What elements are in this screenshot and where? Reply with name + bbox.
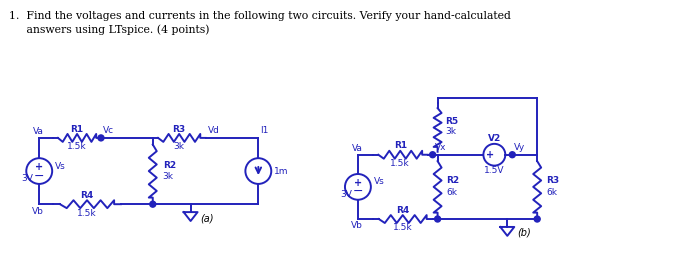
Text: 1.  Find the voltages and currents in the following two circuits. Verify your ha: 1. Find the voltages and currents in the…	[9, 11, 511, 21]
Text: Vd: Vd	[207, 126, 220, 135]
Text: R3: R3	[546, 176, 559, 185]
Text: Vb: Vb	[351, 221, 363, 231]
Text: 3V: 3V	[21, 175, 33, 183]
Text: −: −	[34, 169, 45, 183]
Text: 3k: 3k	[174, 142, 184, 151]
Text: 1.5k: 1.5k	[393, 224, 412, 232]
Text: Va: Va	[351, 144, 362, 153]
Text: (a): (a)	[201, 213, 214, 223]
Text: 1m: 1m	[275, 167, 289, 176]
Text: 6k: 6k	[447, 188, 458, 197]
Text: (b): (b)	[517, 228, 531, 238]
Text: R4: R4	[396, 206, 410, 215]
Text: 3V: 3V	[340, 190, 352, 199]
Text: Va: Va	[33, 127, 43, 136]
Text: R5: R5	[445, 117, 459, 126]
Text: 1.5k: 1.5k	[391, 159, 410, 168]
Text: +: +	[486, 150, 494, 160]
Text: I1: I1	[260, 126, 268, 135]
Text: V2: V2	[487, 134, 501, 143]
Text: +: +	[354, 178, 362, 188]
Text: 1.5V: 1.5V	[484, 166, 504, 175]
Text: Vs: Vs	[374, 177, 384, 186]
Text: 6k: 6k	[546, 188, 557, 197]
Text: Vc: Vc	[103, 126, 114, 135]
Text: 3k: 3k	[163, 172, 174, 182]
Circle shape	[150, 201, 156, 207]
Text: 3k: 3k	[445, 127, 456, 136]
Text: 1.5k: 1.5k	[67, 142, 87, 151]
Circle shape	[509, 152, 515, 158]
Text: Vs: Vs	[55, 162, 66, 171]
Text: Vb: Vb	[33, 207, 44, 215]
Text: +: +	[35, 162, 43, 172]
Text: R4: R4	[81, 191, 94, 200]
Text: R2: R2	[447, 176, 460, 185]
Text: R1: R1	[394, 141, 407, 150]
Text: Vy: Vy	[515, 143, 525, 152]
Circle shape	[430, 152, 435, 158]
Text: R1: R1	[71, 125, 83, 133]
Text: R2: R2	[163, 161, 176, 170]
Text: −: −	[353, 185, 363, 198]
Circle shape	[98, 135, 104, 141]
Circle shape	[534, 216, 540, 222]
Text: 1.5k: 1.5k	[77, 208, 97, 218]
Text: answers using LTspice. (4 points): answers using LTspice. (4 points)	[9, 24, 210, 35]
Circle shape	[435, 216, 441, 222]
Text: R3: R3	[173, 125, 186, 133]
Text: Vx: Vx	[435, 143, 446, 152]
